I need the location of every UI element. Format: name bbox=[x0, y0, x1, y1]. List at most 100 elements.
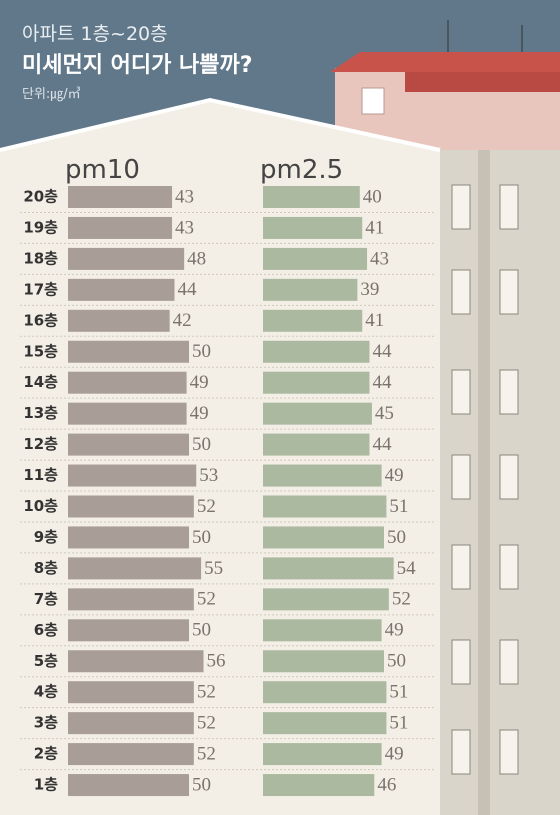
bar bbox=[68, 402, 187, 425]
window bbox=[451, 454, 471, 500]
category-label: 1층 bbox=[34, 776, 58, 794]
bar bbox=[68, 309, 170, 332]
value-label: 50 bbox=[192, 341, 211, 362]
bar bbox=[68, 743, 194, 766]
value-label: 50 bbox=[387, 527, 406, 548]
bar bbox=[68, 712, 194, 735]
category-label: 15층 bbox=[23, 342, 58, 360]
tower-window bbox=[361, 87, 385, 115]
title: 아파트 1층~20층 bbox=[22, 23, 168, 45]
category-label: 2층 bbox=[34, 745, 58, 763]
value-label: 39 bbox=[360, 279, 379, 300]
value-label: 46 bbox=[377, 774, 396, 795]
category-label: 6층 bbox=[34, 621, 58, 639]
window bbox=[451, 729, 471, 775]
value-label: 52 bbox=[197, 682, 216, 703]
window bbox=[499, 269, 519, 315]
window bbox=[499, 729, 519, 775]
tower-roof2 bbox=[405, 72, 560, 92]
value-label: 52 bbox=[392, 589, 411, 610]
bar bbox=[68, 681, 194, 704]
bar bbox=[263, 557, 394, 580]
series-header: pm2.5 bbox=[260, 155, 343, 185]
window bbox=[499, 369, 519, 415]
value-label: 44 bbox=[372, 434, 392, 455]
bar bbox=[263, 433, 370, 456]
bar bbox=[263, 371, 370, 394]
bar bbox=[68, 278, 175, 301]
value-label: 50 bbox=[192, 620, 211, 641]
category-label: 13층 bbox=[23, 404, 58, 422]
category-label: 12층 bbox=[23, 435, 58, 453]
bar bbox=[68, 247, 185, 270]
value-label: 53 bbox=[199, 465, 218, 486]
category-label: 16층 bbox=[23, 311, 58, 329]
value-label: 49 bbox=[385, 743, 404, 764]
value-label: 48 bbox=[187, 248, 206, 269]
tower-roof bbox=[330, 52, 560, 72]
bar bbox=[263, 216, 363, 239]
bar bbox=[68, 371, 187, 394]
window bbox=[451, 544, 471, 590]
bar bbox=[263, 402, 372, 425]
value-label: 55 bbox=[204, 558, 223, 579]
value-label: 44 bbox=[372, 341, 392, 362]
window bbox=[451, 184, 471, 230]
value-label: 43 bbox=[370, 248, 389, 269]
bar bbox=[263, 526, 384, 549]
category-label: 5층 bbox=[34, 652, 58, 670]
bar bbox=[263, 495, 387, 518]
window bbox=[451, 269, 471, 315]
category-label: 18층 bbox=[23, 249, 58, 267]
bar bbox=[263, 743, 382, 766]
value-label: 52 bbox=[197, 496, 216, 517]
category-label: 10층 bbox=[23, 497, 58, 515]
bar bbox=[263, 681, 387, 704]
category-label: 14층 bbox=[23, 373, 58, 391]
bar bbox=[68, 464, 197, 487]
window bbox=[451, 639, 471, 685]
value-label: 44 bbox=[177, 279, 197, 300]
bar bbox=[263, 247, 368, 270]
value-label: 41 bbox=[365, 310, 384, 331]
value-label: 51 bbox=[389, 713, 408, 734]
category-label: 4층 bbox=[34, 683, 58, 701]
unit: 단위:㎍/㎥ bbox=[22, 87, 81, 102]
bar bbox=[68, 650, 204, 673]
value-label: 41 bbox=[365, 217, 384, 238]
value-label: 50 bbox=[387, 651, 406, 672]
bar bbox=[68, 216, 173, 239]
bar bbox=[68, 557, 202, 580]
window bbox=[499, 184, 519, 230]
bar bbox=[263, 340, 370, 363]
bar bbox=[68, 186, 173, 208]
category-label: 9층 bbox=[34, 528, 58, 546]
bar bbox=[68, 495, 194, 518]
bar bbox=[263, 464, 382, 487]
bar bbox=[263, 278, 358, 301]
bar bbox=[68, 619, 189, 642]
value-label: 50 bbox=[192, 434, 211, 455]
bar bbox=[68, 526, 189, 549]
value-label: 52 bbox=[197, 743, 216, 764]
value-label: 51 bbox=[389, 496, 408, 517]
value-label: 42 bbox=[173, 310, 192, 331]
window bbox=[499, 639, 519, 685]
series-header: pm10 bbox=[65, 155, 140, 185]
value-label: 44 bbox=[372, 372, 392, 393]
category-label: 19층 bbox=[23, 218, 58, 236]
bar bbox=[263, 619, 382, 642]
window bbox=[451, 369, 471, 415]
value-label: 43 bbox=[175, 217, 194, 238]
value-label: 49 bbox=[190, 403, 209, 424]
bar bbox=[263, 588, 389, 611]
bar bbox=[263, 650, 384, 673]
bar bbox=[68, 774, 189, 797]
window bbox=[499, 544, 519, 590]
category-label: 11층 bbox=[23, 466, 58, 484]
value-label: 51 bbox=[389, 682, 408, 703]
value-label: 49 bbox=[190, 372, 209, 393]
windows bbox=[451, 184, 519, 775]
category-label: 7층 bbox=[34, 590, 58, 608]
